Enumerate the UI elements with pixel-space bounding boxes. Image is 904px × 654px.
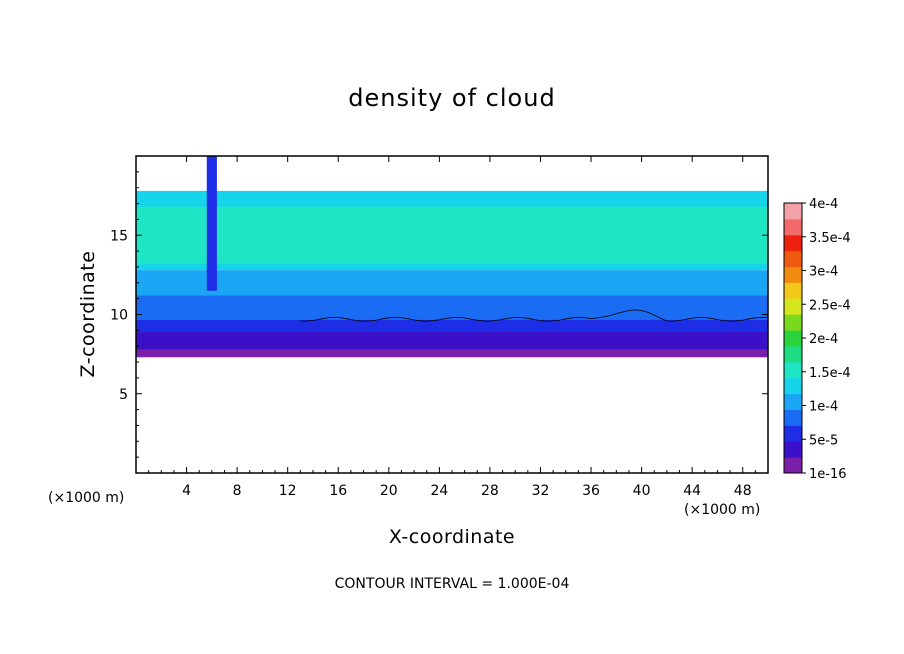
density-band-2 <box>136 319 768 332</box>
x-tick-label: 40 <box>633 483 651 499</box>
updraft-plume <box>206 156 217 291</box>
x-tick-label: 12 <box>279 483 297 499</box>
x-tick-label: 8 <box>233 483 242 499</box>
x-tick-label: 28 <box>481 483 499 499</box>
colorbar-label: 1e-16 <box>809 467 847 482</box>
y-tick-label: 5 <box>119 387 128 403</box>
colorbar-swatch <box>784 282 802 299</box>
colorbar-swatch <box>784 298 802 315</box>
x-tick-label: 20 <box>380 483 398 499</box>
colorbar-swatch <box>784 266 802 283</box>
x-tick-label: 44 <box>683 483 701 499</box>
colorbar-swatch <box>784 250 802 268</box>
colorbar-label: 1e-4 <box>809 400 838 415</box>
colorbar-swatch <box>784 203 802 220</box>
colorbar: 1e-16 5e-5 1e-4 1.5e-4 2e-4 2.5e-4 3e-4 3.5e-4 4… <box>783 197 851 482</box>
y-tick-label: 10 <box>110 308 128 324</box>
colorbar-label: 4e-4 <box>809 197 838 212</box>
colorbar-swatch <box>784 330 802 347</box>
colorbar-label: 2.5e-4 <box>809 298 851 313</box>
density-band-3 <box>136 295 768 320</box>
x-tick-label: 4 <box>182 483 191 499</box>
x-tick-label: 16 <box>329 483 347 499</box>
colorbar-label: 3e-4 <box>809 265 838 280</box>
contour-interval-note: CONTOUR INTERVAL = 1.000E-04 <box>334 576 570 592</box>
colorbar-label: 3.5e-4 <box>809 231 851 246</box>
colorbar-label: 1.5e-4 <box>809 366 851 381</box>
chart-title: density of cloud <box>348 84 556 112</box>
x-axis-label: X-coordinate <box>388 526 516 548</box>
density-band-4 <box>136 270 768 296</box>
x-tick-label: 36 <box>582 483 600 499</box>
density-band-6 <box>136 206 768 264</box>
cloud-boundary-contour <box>300 309 768 322</box>
density-band-1 <box>136 331 768 350</box>
colorbar-swatch <box>784 361 802 379</box>
x-tick-label: 48 <box>734 483 752 499</box>
colorbar-label: 2e-4 <box>809 332 838 347</box>
y-tick-label: 15 <box>110 228 128 244</box>
cloud-density-field <box>136 156 768 358</box>
colorbar-swatch <box>784 409 802 426</box>
colorbar-swatch <box>784 218 802 236</box>
colorbar-swatch <box>784 425 802 442</box>
x-tick-label: 32 <box>532 483 550 499</box>
x-tick-label: 24 <box>430 483 448 499</box>
colorbar-swatch <box>784 457 802 474</box>
colorbar-swatch <box>784 345 802 363</box>
colorbar-swatch <box>784 393 802 410</box>
colorbar-swatch <box>784 441 802 458</box>
colorbar-swatch <box>784 234 802 252</box>
colorbar-swatch <box>784 377 802 395</box>
x-unit-label-left: (×1000 m) <box>48 490 125 506</box>
colorbar-label: 5e-5 <box>809 433 838 448</box>
x-unit-label-right: (×1000 m) <box>684 502 761 518</box>
colorbar-swatch <box>784 314 802 331</box>
